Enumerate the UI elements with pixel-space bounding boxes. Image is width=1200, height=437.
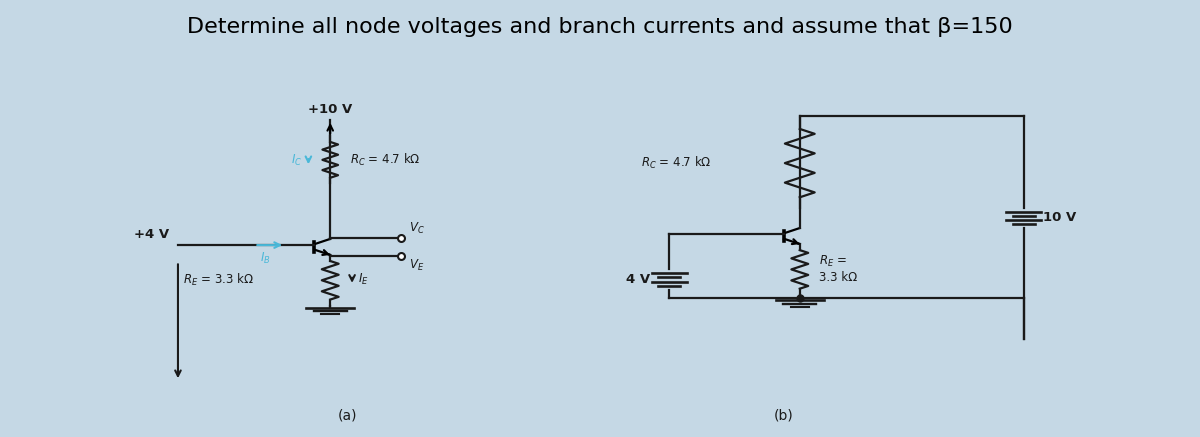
Text: $I_B$: $I_B$ <box>260 251 271 266</box>
Text: $V_E$: $V_E$ <box>409 257 424 273</box>
Text: $R_C$ = 4.7 kΩ: $R_C$ = 4.7 kΩ <box>642 155 712 171</box>
Text: $I_E$: $I_E$ <box>358 272 368 287</box>
Text: (a): (a) <box>337 409 356 423</box>
Text: 10 V: 10 V <box>1043 212 1076 224</box>
Text: Determine all node voltages and branch currents and assume that β=150: Determine all node voltages and branch c… <box>187 17 1013 38</box>
Text: $R_E$ = 3.3 kΩ: $R_E$ = 3.3 kΩ <box>182 272 253 288</box>
Text: (b): (b) <box>774 409 794 423</box>
Text: $I_C$: $I_C$ <box>290 153 302 169</box>
Text: $V_C$: $V_C$ <box>409 221 425 236</box>
Text: $R_E$ =
3.3 kΩ: $R_E$ = 3.3 kΩ <box>820 254 858 284</box>
Text: +4 V: +4 V <box>134 228 169 241</box>
Text: +10 V: +10 V <box>308 103 353 116</box>
Text: $R_C$ = 4.7 kΩ: $R_C$ = 4.7 kΩ <box>350 152 420 168</box>
Text: 4 V: 4 V <box>625 273 649 286</box>
